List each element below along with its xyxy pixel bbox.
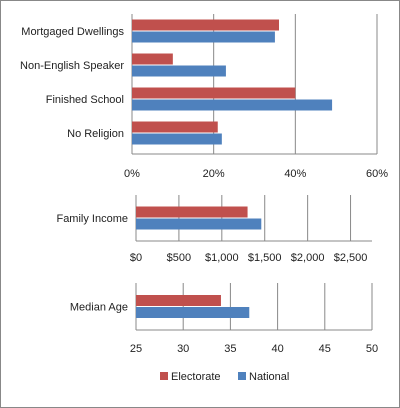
x-tick-label: 0%: [124, 168, 140, 180]
bar-electorate-no-religion: [132, 121, 218, 133]
legend-swatch-electorate: [160, 372, 168, 380]
x-tick-label: 60%: [366, 168, 388, 180]
x-tick-label: $500: [167, 252, 191, 264]
x-tick-label: 30: [177, 343, 189, 355]
bar-national-non-english-speaker: [132, 65, 226, 77]
x-tick-label: 45: [319, 343, 331, 355]
x-tick-label: $1,000: [205, 252, 239, 264]
x-tick-label: 20%: [203, 168, 225, 180]
x-tick-label: $2,000: [291, 252, 325, 264]
legend-swatch-national: [238, 372, 246, 380]
bar-national-finished-school: [132, 99, 333, 111]
bar-electorate-family-income: [136, 206, 248, 218]
bar-national-no-religion: [132, 133, 222, 145]
x-tick-label: $2,500: [334, 252, 368, 264]
legend-label-national: National: [249, 371, 289, 383]
x-tick-label: $1,500: [248, 252, 282, 264]
chart-panels: 0% 20% 40% 60% Mortgaged Dwellings Non-Englis…: [20, 14, 388, 355]
bar-national-median-age: [136, 307, 250, 318]
x-tick-label: 35: [224, 343, 236, 355]
bar-electorate-non-english-speaker: [132, 53, 173, 65]
category-label-family-income: Family Income: [56, 213, 128, 225]
x-tick-label: 50: [366, 343, 378, 355]
legend-label-electorate: Electorate: [171, 371, 221, 383]
x-tick-label: $0: [130, 252, 142, 264]
category-label-finished-school: Finished School: [46, 94, 124, 106]
bar-national-family-income: [136, 218, 262, 230]
bar-national-mortgaged-dwellings: [132, 31, 275, 43]
x-tick-label: 40: [271, 343, 283, 355]
bar-electorate-mortgaged-dwellings: [132, 19, 279, 31]
category-label-no-religion: No Religion: [67, 128, 124, 140]
category-label-median-age: Median Age: [70, 302, 128, 314]
category-label-non-english-speaker: Non-English Speaker: [20, 60, 124, 72]
x-tick-label: 40%: [284, 168, 306, 180]
legend: Electorate National: [160, 371, 289, 383]
category-label-mortgaged-dwellings: Mortgaged Dwellings: [21, 26, 124, 38]
x-tick-label: 25: [130, 343, 142, 355]
bar-electorate-median-age: [136, 295, 221, 306]
bar-electorate-finished-school: [132, 87, 296, 99]
